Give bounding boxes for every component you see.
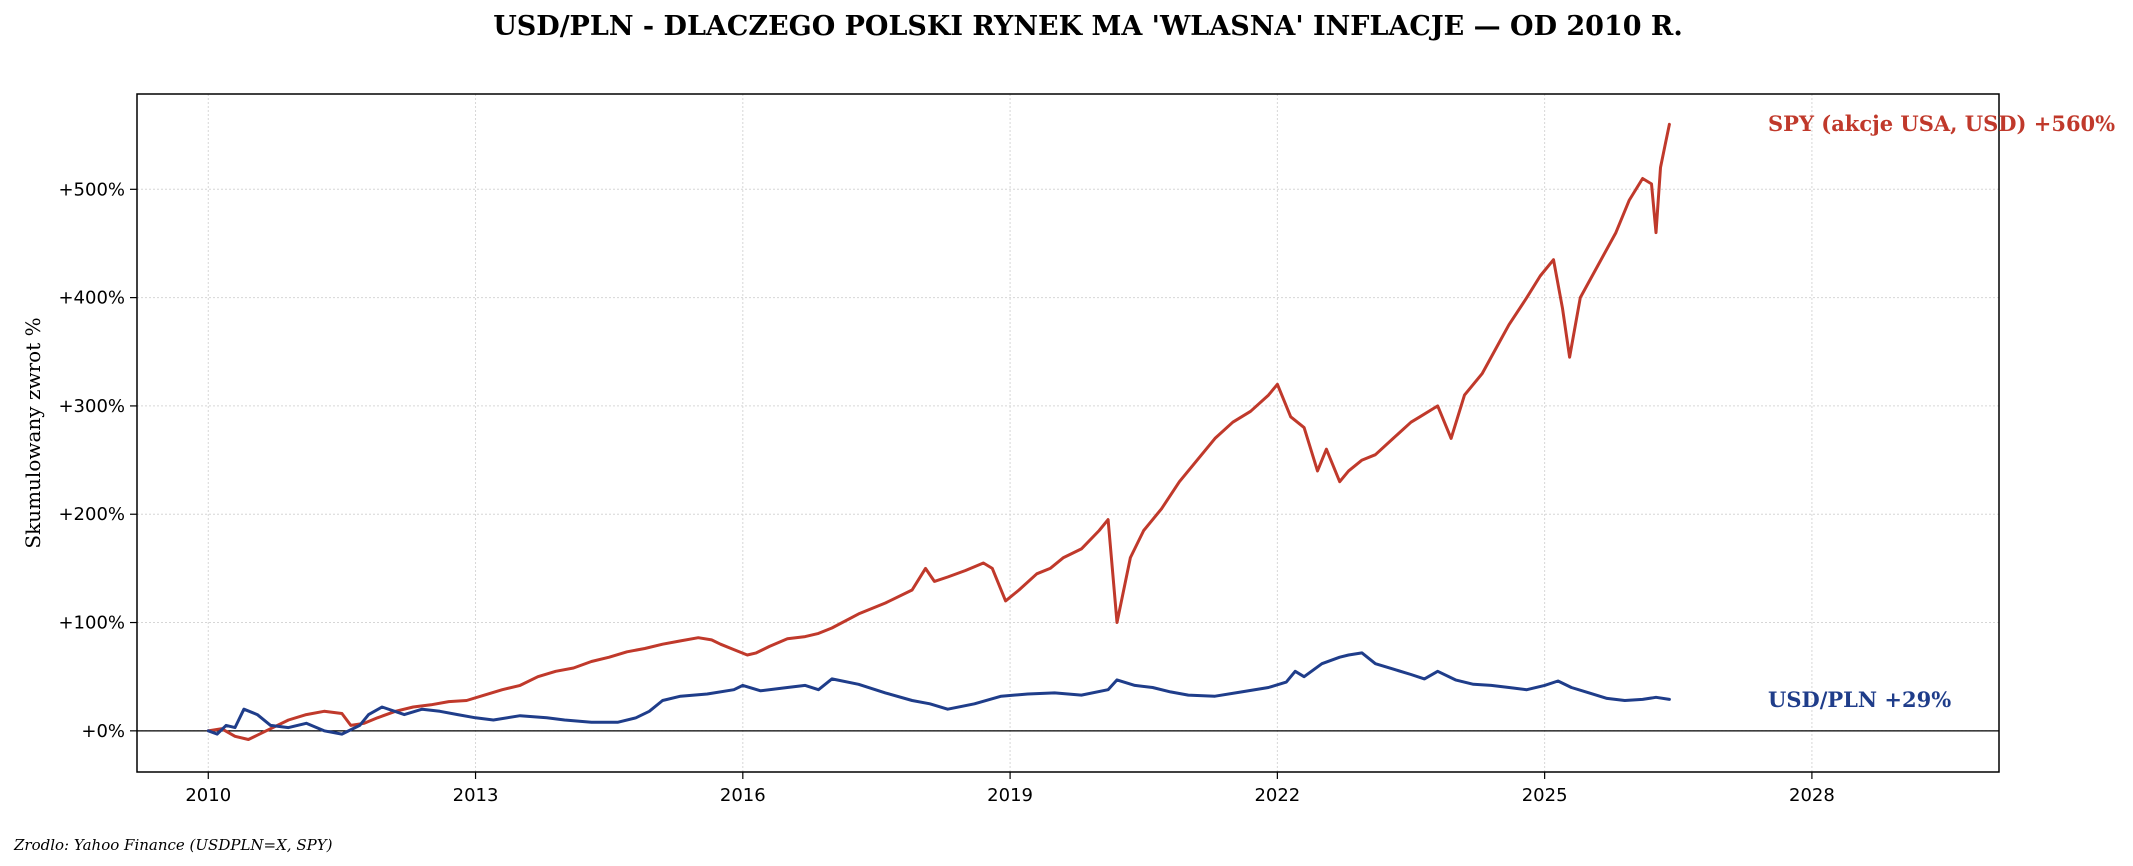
source-note: Zrodlo: Yahoo Finance (USDPLN=X, SPY)	[13, 836, 333, 854]
series-line-usdpln	[206, 651, 1671, 736]
y-tick-label: +400%	[58, 288, 125, 309]
x-tick-label: 2022	[1254, 785, 1300, 806]
x-tick-label: 2025	[1522, 785, 1568, 806]
y-tick-label: +500%	[58, 179, 125, 200]
x-tick-label: 2019	[987, 785, 1033, 806]
x-tick-label: 2016	[720, 785, 766, 806]
plot-frame	[136, 93, 2000, 773]
series-lines	[206, 122, 1671, 741]
y-tick-label: +200%	[58, 504, 125, 525]
series-line-spy	[206, 122, 1671, 741]
y-tick-label: +300%	[58, 396, 125, 417]
x-tick-label: 2028	[1789, 785, 1835, 806]
grid	[137, 94, 1999, 772]
y-tick-label: +0%	[81, 721, 125, 742]
chart-title: USD/PLN - DLACZEGO POLSKI RYNEK MA 'WLAS…	[493, 11, 1683, 42]
y-axis-label: Skumulowany zwrot %	[21, 317, 45, 548]
axis-ticks: 2010 2013 2016 2019 2022 2025 2028 +0% +100% +200…	[58, 179, 1834, 806]
series-label-usdpln: USD/PLN +29%	[1768, 687, 1951, 712]
y-tick-label: +100%	[58, 613, 125, 634]
series-label-spy: SPY (akcje USA, USD) +560%	[1768, 111, 2115, 136]
x-tick-label: 2010	[185, 785, 231, 806]
x-tick-label: 2013	[453, 785, 499, 806]
